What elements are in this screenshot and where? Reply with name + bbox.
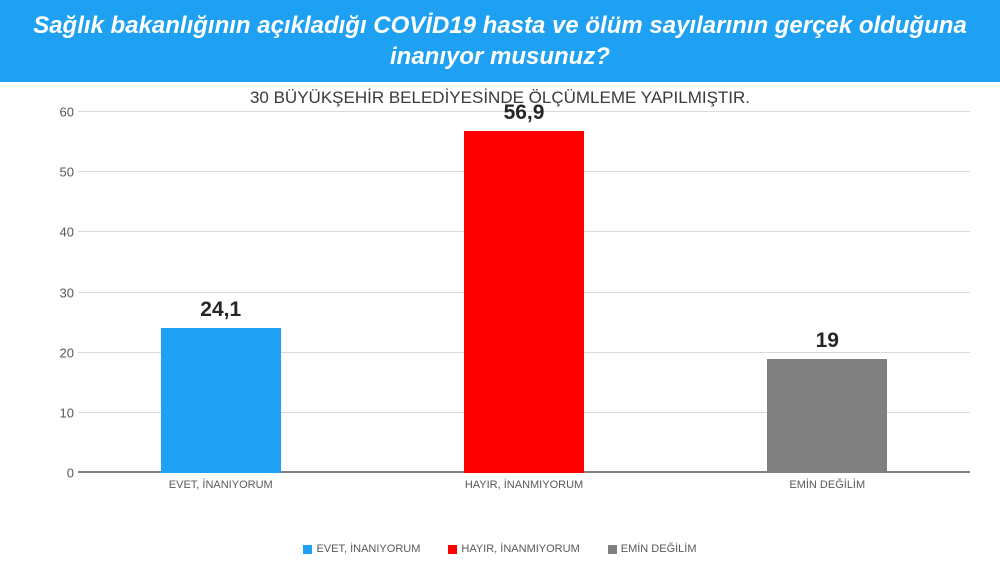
bar-group: 19EMİN DEĞİLİM (767, 112, 887, 473)
legend-item: HAYIR, İNANMIYORUM (448, 543, 579, 555)
legend-item: EVET, İNANIYORUM (303, 543, 420, 555)
chart-subtitle-text: 30 BÜYÜKŞEHİR BELEDİYESİNDE ÖLÇÜMLEME YA… (250, 88, 750, 107)
y-tick-label: 0 (48, 466, 74, 481)
bar-value-label: 56,9 (504, 101, 545, 125)
y-tick-label: 30 (48, 285, 74, 300)
bar-value-label: 24,1 (200, 298, 241, 322)
x-tick-label: EVET, İNANIYORUM (169, 479, 273, 491)
x-tick-label: HAYIR, İNANMIYORUM (465, 479, 583, 491)
legend-swatch (608, 545, 617, 554)
legend-label: EVET, İNANIYORUM (316, 543, 420, 555)
bar-value-label: 19 (816, 329, 839, 353)
bar: 56,9 (464, 131, 584, 473)
legend-swatch (303, 545, 312, 554)
legend-label: EMİN DEĞİLİM (621, 543, 697, 555)
legend-swatch (448, 545, 457, 554)
y-tick-label: 60 (48, 105, 74, 120)
plot-region: 010203040506024,1EVET, İNANIYORUM56,9HAY… (78, 112, 970, 473)
chart-title-text: Sağlık bakanlığının açıkladığı COVİD19 h… (33, 12, 967, 70)
y-tick-label: 20 (48, 345, 74, 360)
chart-title-banner: Sağlık bakanlığının açıkladığı COVİD19 h… (0, 0, 1000, 82)
y-tick-label: 10 (48, 405, 74, 420)
legend-item: EMİN DEĞİLİM (608, 543, 697, 555)
chart-subtitle: 30 BÜYÜKŞEHİR BELEDİYESİNDE ÖLÇÜMLEME YA… (0, 88, 1000, 108)
y-tick-label: 40 (48, 225, 74, 240)
bar: 19 (767, 359, 887, 473)
bar: 24,1 (161, 328, 281, 473)
y-tick-label: 50 (48, 165, 74, 180)
bar-group: 56,9HAYIR, İNANMIYORUM (464, 112, 584, 473)
x-tick-label: EMİN DEĞİLİM (789, 479, 865, 491)
legend: EVET, İNANIYORUM HAYIR, İNANMIYORUM EMİN D… (0, 543, 1000, 555)
bar-group: 24,1EVET, İNANIYORUM (161, 112, 281, 473)
chart-area: 010203040506024,1EVET, İNANIYORUM56,9HAY… (48, 112, 970, 501)
legend-label: HAYIR, İNANMIYORUM (461, 543, 579, 555)
